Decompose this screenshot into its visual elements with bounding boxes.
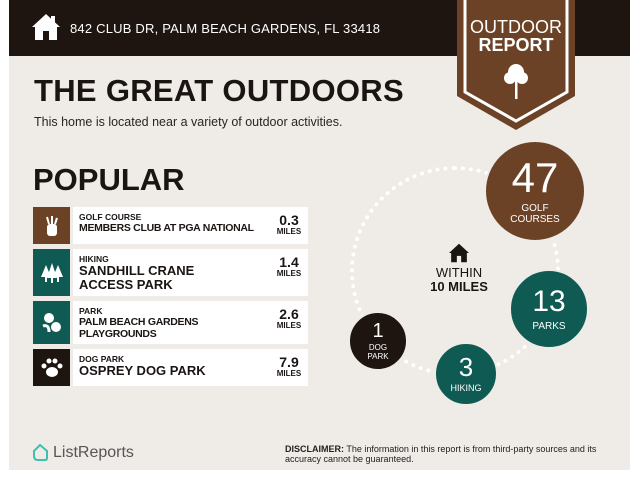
property-address: 842 CLUB DR, PALM BEACH GARDENS, FL 3341…: [70, 21, 381, 36]
popular-list: GOLF COURSE MEMBERS CLUB AT PGA NATIONAL…: [33, 207, 308, 386]
item-name: PALM BEACH GARDENS PLAYGROUNDS: [79, 316, 199, 340]
paw-icon: [33, 349, 70, 386]
logo-text: ListReports: [53, 444, 134, 461]
banner-line1: OUTDOOR: [470, 17, 562, 37]
report-page: 842 CLUB DR, PALM BEACH GARDENS, FL 3341…: [9, 0, 630, 470]
item-name: OSPREY DOG PARK: [79, 363, 206, 378]
item-distance: 0.3: [279, 212, 299, 228]
item-unit: MILES: [276, 269, 302, 278]
count-label: PARKS: [532, 320, 566, 332]
banner-title: OUTDOOR REPORT: [455, 18, 577, 54]
item-unit: MILES: [276, 369, 302, 378]
item-category: GOLF COURSE: [79, 212, 142, 222]
count-label: COURSES: [510, 214, 560, 225]
count-label: HIKING: [450, 383, 482, 393]
count-value: 47: [511, 154, 559, 201]
golf-count-circle: 47 GOLF COURSES: [484, 140, 586, 242]
home-icon: [32, 14, 60, 40]
item-category: DOG PARK: [79, 354, 125, 364]
listreports-logo: ListReports: [32, 444, 134, 462]
home-icon: [449, 243, 469, 263]
park-icon: [33, 301, 70, 344]
item-distance: 2.6: [279, 306, 299, 322]
within-label: WITHIN 10 MILES: [414, 243, 504, 294]
item-name: SANDHILL CRANE ACCESS PARK: [79, 263, 195, 292]
within-line2: 10 MILES: [430, 279, 488, 294]
item-unit: MILES: [276, 227, 302, 236]
item-name: MEMBERS CLUB AT PGA NATIONAL: [79, 222, 254, 234]
popular-heading: POPULAR: [33, 162, 185, 197]
count-label: DOG: [368, 343, 388, 352]
item-category: HIKING: [79, 254, 109, 264]
within-line1: WITHIN: [435, 265, 483, 280]
disclaimer-label: DISCLAIMER:: [285, 444, 344, 454]
list-item-hiking: HIKING SANDHILL CRANE ACCESS PARK 1.4 MIL…: [33, 249, 308, 296]
page-title: THE GREAT OUTDOORS: [34, 73, 404, 108]
hiking-count-circle: 3 HIKING: [434, 342, 498, 406]
dog-park-count-circle: 1 DOG PARK: [348, 311, 408, 371]
count-value: 13: [532, 284, 566, 318]
count-value: 1: [372, 320, 384, 342]
list-item-golf: GOLF COURSE MEMBERS CLUB AT PGA NATIONAL…: [33, 207, 308, 244]
parks-count-circle: 13 PARKS: [509, 269, 589, 349]
disclaimer: DISCLAIMER: The information in this repo…: [285, 444, 615, 464]
count-label: PARK: [367, 352, 389, 361]
count-label: GOLF: [521, 203, 549, 214]
golf-bag-icon: [33, 207, 70, 244]
listreports-logo-icon: [33, 444, 48, 461]
list-item-dog-park: DOG PARK OSPREY DOG PARK 7.9 MILES: [33, 349, 308, 386]
banner-line2: REPORT: [478, 35, 554, 55]
item-category: PARK: [79, 306, 103, 316]
outdoor-report-banner: [457, 0, 575, 130]
page-subtitle: This home is located near a variety of o…: [34, 115, 343, 129]
disclaimer-text: The information in this report is from t…: [285, 444, 597, 464]
item-unit: MILES: [276, 321, 302, 330]
count-value: 3: [458, 352, 474, 382]
item-distance: 7.9: [279, 354, 299, 370]
tree-icon: [504, 64, 528, 99]
list-item-park: PARK PALM BEACH GARDENS PLAYGROUNDS 2.6 M…: [33, 301, 308, 344]
trees-icon: [33, 249, 70, 296]
item-distance: 1.4: [279, 254, 299, 270]
